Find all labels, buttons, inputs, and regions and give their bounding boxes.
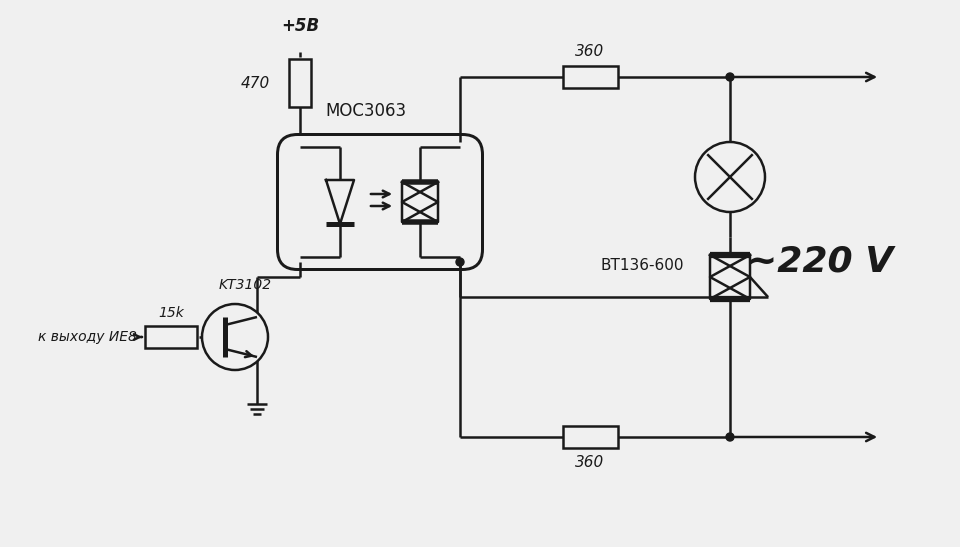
Circle shape (456, 258, 464, 266)
Text: 360: 360 (575, 455, 605, 470)
Text: 470: 470 (241, 75, 270, 90)
Text: к выходу ИЕ8: к выходу ИЕ8 (38, 330, 137, 344)
FancyBboxPatch shape (563, 66, 617, 88)
FancyBboxPatch shape (289, 59, 311, 107)
FancyBboxPatch shape (277, 135, 483, 270)
Text: ~220 V: ~220 V (747, 245, 893, 279)
FancyBboxPatch shape (563, 426, 617, 448)
Text: 15k: 15k (158, 306, 184, 320)
Text: 360: 360 (575, 44, 605, 59)
Circle shape (695, 142, 765, 212)
Text: BT136-600: BT136-600 (600, 258, 684, 272)
Text: +5B: +5B (281, 17, 319, 35)
Text: KT3102: KT3102 (219, 278, 272, 292)
Circle shape (726, 433, 734, 441)
Circle shape (726, 73, 734, 81)
Circle shape (202, 304, 268, 370)
FancyBboxPatch shape (145, 326, 197, 348)
Text: MOC3063: MOC3063 (325, 102, 406, 120)
